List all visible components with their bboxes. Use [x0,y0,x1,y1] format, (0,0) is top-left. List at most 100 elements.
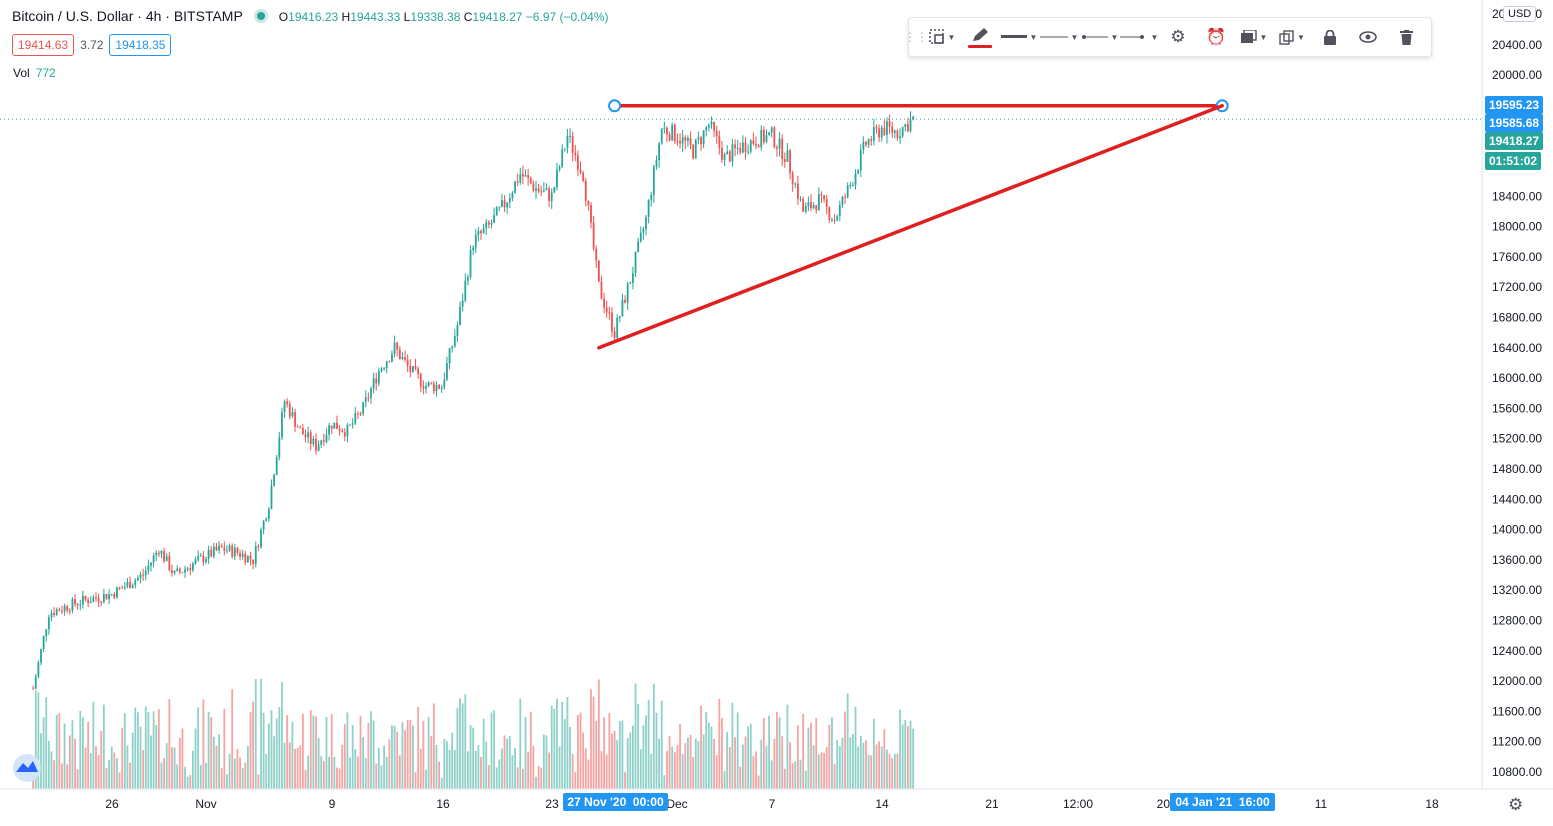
volume-bar-189 [527,751,530,789]
candle-body-203 [563,148,566,150]
candle-body-133 [380,368,383,371]
volume-bar-329 [893,753,896,789]
volume-bar-30 [110,746,113,789]
volume-bar-145 [411,725,414,789]
volume-bar-69 [212,736,215,789]
price-tick-5: 17200.00 [1492,280,1542,294]
candle-body-287 [783,159,786,162]
line-width-icon[interactable]: ▼ [999,18,1039,56]
candle-body-290 [791,172,794,185]
candle-body-221 [611,312,613,332]
visual-order-icon[interactable]: ▼ [1235,18,1273,56]
tradingview-logo-icon[interactable] [13,754,41,782]
volume-bar-317 [862,742,865,789]
price-label-2: 19418.27 [1485,132,1544,150]
template-icon[interactable]: ▼ [923,18,961,56]
buy-price-button[interactable]: 19418.35 [109,34,172,56]
volume-bar-297 [810,722,812,789]
volume-bar-229 [631,725,634,789]
volume-bar-42 [142,749,145,789]
volume-bar-91 [270,710,273,789]
volume-bar-332 [901,724,904,789]
currency-button[interactable]: USD [1503,6,1537,22]
volume-bar-299 [815,717,818,789]
candle-body-174 [487,222,490,225]
candle-body-22 [89,601,92,604]
volume-bar-224 [618,721,621,789]
market-status-icon [256,12,265,20]
price-tick-17: 12400.00 [1492,644,1542,658]
lock-icon[interactable] [1311,18,1349,56]
candle-body-330 [896,130,899,138]
volume-bar-222 [613,730,616,789]
volume-bar-196 [545,735,548,789]
drawings-layer[interactable] [597,99,1229,350]
brush-color-icon[interactable] [961,18,999,56]
alert-icon[interactable]: ⏰ [1206,29,1226,46]
trash-icon[interactable] [1387,18,1425,56]
volume-bar-64 [199,765,202,789]
volume-bar-85 [254,679,257,789]
volume-bar-231 [637,703,640,789]
volume-bar-38 [131,732,134,789]
end-point-icon[interactable]: ▼ [1119,18,1159,56]
volume-bar-197 [548,752,551,789]
settings-icon[interactable]: ⚙ [1170,27,1186,46]
volume-bar-146 [414,772,417,789]
volume-bar-92 [273,736,276,789]
volume-bar-84 [252,701,255,789]
candle-body-111 [322,440,325,442]
candle-body-241 [663,127,666,129]
chart-settings-icon[interactable]: ⚙ [1508,795,1524,814]
drawing-anchor-start[interactable] [608,99,622,113]
volume-bar-159 [448,749,451,789]
clone-icon[interactable]: ▼ [1273,18,1311,56]
candle-body-293 [799,198,802,200]
volume-bar-107 [312,715,315,789]
sell-price-button[interactable]: 19414.63 [12,34,75,56]
candle-body-298 [812,205,815,209]
candle-body-28 [105,593,108,600]
volume-bar-328 [891,758,894,789]
volume-bar-207 [574,772,577,789]
candle-body-162 [456,324,459,337]
volume-bar-50 [163,757,166,789]
candle-body-265 [726,151,729,155]
drag-handle-icon[interactable]: ⋮⋮ [904,30,928,44]
volume-bar-117 [338,768,341,789]
candle-body-216 [597,260,600,282]
candle-body-148 [419,373,422,387]
visibility-icon[interactable] [1349,18,1387,56]
volume-bar-29 [108,759,111,789]
candle-body-34 [121,587,124,589]
volume-bar-266 [728,747,731,789]
symbol-title[interactable]: Bitcoin / U.S. Dollar · 4h · BITSTAMP [12,8,243,24]
volume-bar-102 [299,745,302,789]
candle-body-244 [671,124,674,141]
candle-body-72 [220,545,223,548]
volume-bar-265 [726,731,729,789]
volume-bar-7 [50,751,53,789]
candle-body-146 [414,366,417,369]
candle-body-126 [362,402,365,414]
candle-body-142 [404,357,406,360]
volume-bar-321 [872,718,875,789]
volume-bar-6 [47,740,50,789]
candle-body-96 [283,401,286,413]
volume-bar-219 [605,754,608,789]
start-point-icon[interactable]: ▼ [1079,18,1119,56]
candle-body-27 [102,593,105,603]
volume-bar-310 [844,711,846,789]
candle-body-104 [304,434,307,438]
candle-body-112 [325,434,328,442]
line-style-icon[interactable]: ▼ [1039,32,1079,42]
volume-bar-45 [150,735,152,789]
candle-body-191 [532,183,535,191]
volume-bar-170 [477,745,480,789]
volume-bar-298 [812,745,815,789]
volume-bar-295 [804,770,807,789]
candle-body-88 [262,520,265,530]
price-tick-8: 16000.00 [1492,371,1542,385]
volume-bar-192 [535,776,537,789]
